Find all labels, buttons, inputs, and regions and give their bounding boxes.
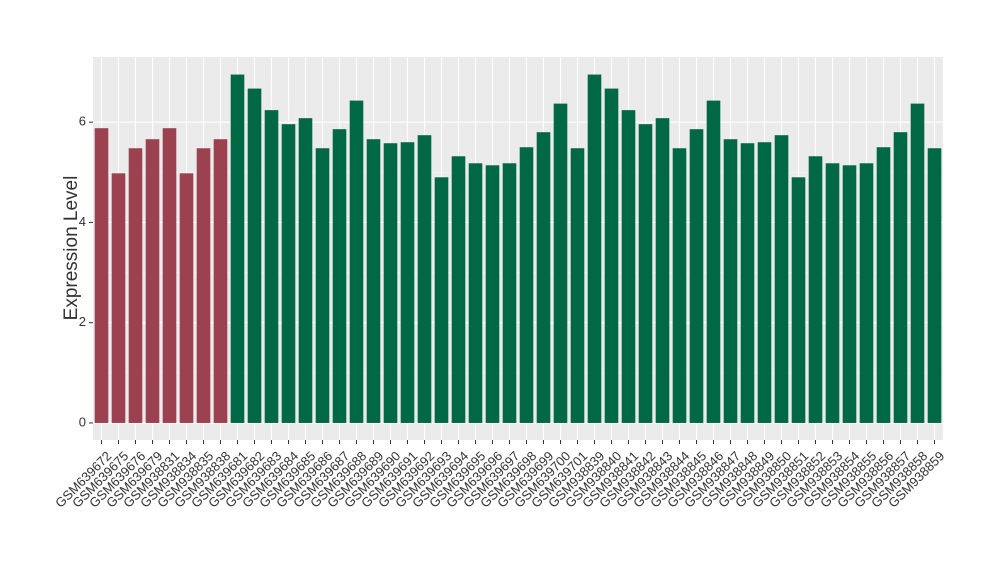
bar — [366, 139, 381, 423]
bar — [587, 74, 602, 423]
bar — [451, 156, 466, 423]
bar — [349, 100, 364, 423]
y-tick-label: 2 — [79, 314, 86, 329]
bar — [910, 103, 925, 423]
bar — [825, 163, 840, 423]
bar — [94, 128, 109, 423]
bar — [298, 118, 313, 423]
y-axis-title: Expression Level — [61, 176, 82, 321]
bar — [281, 124, 296, 423]
bar — [723, 139, 738, 423]
bar — [128, 148, 143, 423]
bar — [774, 135, 789, 423]
bar — [179, 173, 194, 423]
bar — [196, 148, 211, 423]
bar — [842, 165, 857, 423]
bar — [689, 129, 704, 423]
bar — [383, 143, 398, 423]
bar — [791, 177, 806, 423]
bar — [655, 118, 670, 423]
bar — [502, 163, 517, 423]
bar — [145, 139, 160, 423]
bar — [264, 110, 279, 423]
bar — [230, 74, 245, 423]
bar — [638, 124, 653, 423]
bar — [740, 143, 755, 423]
bar — [553, 103, 568, 423]
bar — [570, 148, 585, 423]
bar — [485, 165, 500, 423]
bar — [876, 147, 891, 423]
bar — [757, 142, 772, 423]
bar — [213, 139, 228, 423]
y-tick-label: 0 — [79, 414, 86, 429]
bar — [621, 110, 636, 423]
bar — [927, 148, 942, 423]
y-tick-label: 6 — [79, 114, 86, 129]
bar — [706, 100, 721, 423]
bar — [859, 163, 874, 423]
bar — [468, 163, 483, 423]
bar — [111, 173, 126, 423]
bar — [332, 129, 347, 423]
bar — [604, 88, 619, 423]
bar — [162, 128, 177, 423]
bar — [434, 177, 449, 423]
bar — [417, 135, 432, 423]
bar — [893, 132, 908, 423]
bar — [400, 142, 415, 423]
bar — [808, 156, 823, 423]
bar — [519, 147, 534, 423]
bar — [315, 148, 330, 423]
bar — [536, 132, 551, 423]
bar — [672, 148, 687, 423]
y-tick-label: 4 — [79, 214, 86, 229]
bar — [247, 88, 262, 423]
